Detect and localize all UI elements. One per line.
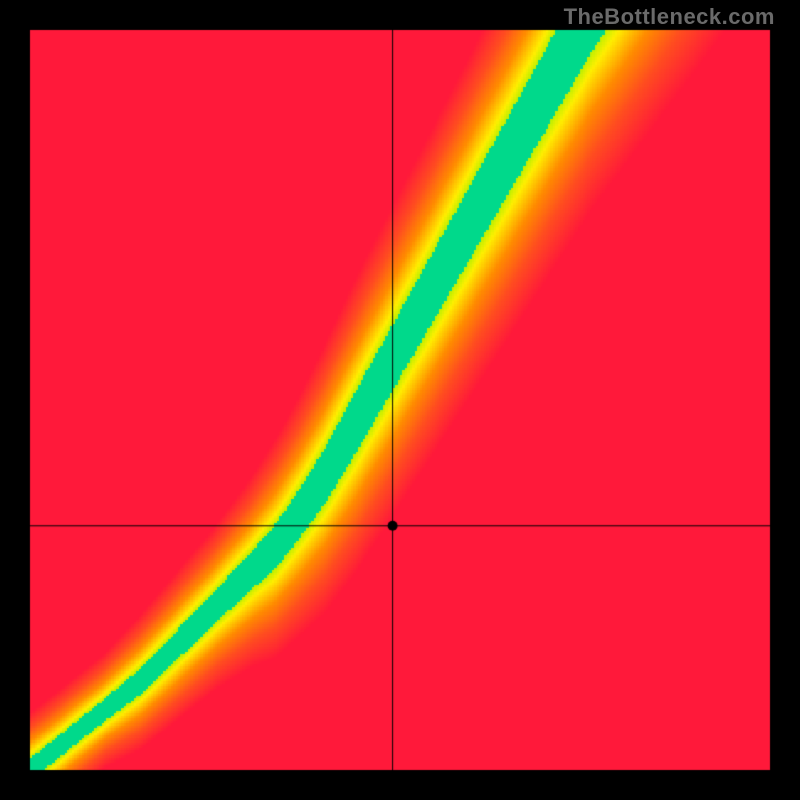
- bottleneck-heatmap: [0, 0, 800, 800]
- chart-container: TheBottleneck.com: [0, 0, 800, 800]
- watermark-text: TheBottleneck.com: [564, 4, 775, 30]
